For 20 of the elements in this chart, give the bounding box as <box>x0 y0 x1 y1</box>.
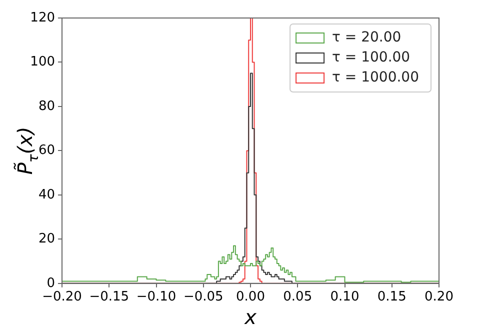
legend-label: τ = 20.00 <box>332 30 402 46</box>
y-tick-label: 60 <box>38 143 55 158</box>
x-tick-label: 0.15 <box>377 290 406 305</box>
legend-label: τ = 100.00 <box>332 50 410 66</box>
x-tick-label: 0.20 <box>424 290 454 305</box>
y-tick-label: 120 <box>30 10 55 26</box>
x-tick-label: 0.05 <box>283 290 312 305</box>
y-tick-label: 20 <box>38 232 55 247</box>
y-tick-label: 80 <box>38 98 55 114</box>
y-tick-label: 0 <box>46 276 55 291</box>
x-tick-label: −0.10 <box>136 290 176 305</box>
x-tick-label: −0.05 <box>183 290 224 305</box>
y-tick-label: 100 <box>30 54 55 70</box>
x-tick-label: 0.00 <box>236 290 265 305</box>
x-tick-label: 0.10 <box>330 290 360 305</box>
legend-label: τ = 1000.00 <box>332 70 419 86</box>
x-axis-title: x <box>244 305 257 330</box>
x-tick-label: −0.20 <box>42 290 82 305</box>
y-tick-label: 40 <box>38 187 55 202</box>
x-tick-label: −0.15 <box>89 290 130 305</box>
